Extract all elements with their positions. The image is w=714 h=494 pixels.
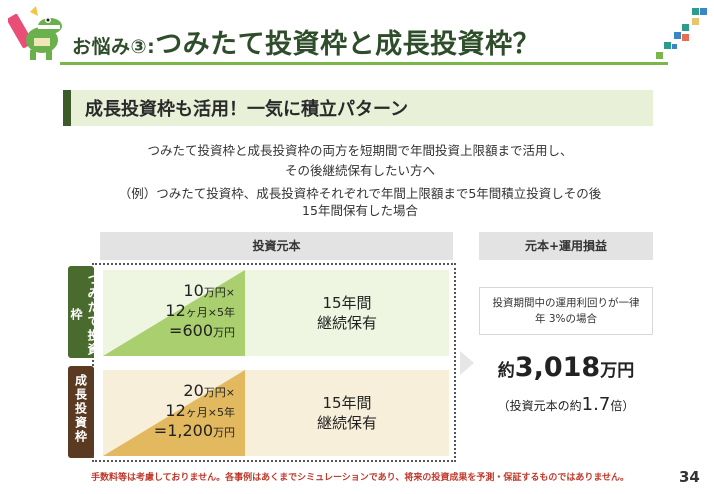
tsumitate-months-unit: ヶ月×5年 [185, 306, 235, 319]
row-label-tsumitate-text: つみたて投資枠 [69, 273, 100, 357]
tsumitate-accumulation-cell: 10万円× 12ヶ月×5年 =600万円 [103, 270, 245, 356]
tsumitate-accumulation-triangle [103, 270, 245, 356]
result-amount: 約3,018万円 [479, 352, 653, 383]
tsumitate-hold-line-1: 15年間 [322, 294, 372, 312]
assumption-line-2: 年 3%の場合 [535, 313, 597, 325]
seicho-months-value: 12 [165, 401, 186, 420]
tsumitate-amount-unit: 万円× [203, 286, 235, 299]
description-line-3: （例）つみたて投資枠、成長投資枠それぞれで年間上限額まで5年間積立投資しその後 [118, 186, 602, 201]
seicho-hold-cell: 15年間 継続保有 [245, 370, 449, 456]
seicho-months-unit: ヶ月×5年 [185, 406, 235, 419]
seicho-hold-line-1: 15年間 [322, 394, 372, 412]
description-line-4: 15年間保有した場合 [302, 203, 418, 218]
row-seicho: 20万円× 12ヶ月×5年 =1,200万円 15年間 継続保有 [103, 370, 449, 456]
tsumitate-calc-total: =600万円 [169, 322, 235, 342]
tsumitate-amount-value: 10 [183, 281, 204, 300]
assumption-line-1: 投資期間中の運用利回りが一律 [492, 297, 640, 309]
principal-dotted-frame [92, 263, 456, 462]
tsumitate-hold-line-2: 継続保有 [316, 314, 377, 332]
seicho-amount-unit: 万円× [203, 386, 235, 399]
assumption-note: 投資期間中の運用利回りが一律 年 3%の場合 [479, 287, 653, 335]
principal-column-header: 投資元本 [100, 232, 453, 260]
result-sub-multiple: 1.7 [581, 394, 611, 415]
result-unit: 万円 [600, 361, 635, 381]
row-label-seicho-text: 成長投資枠 [73, 374, 88, 444]
tsumitate-hold-cell: 15年間 継続保有 [245, 270, 449, 356]
seicho-total-value: =1,200 [153, 421, 213, 440]
result-multiple: （投資元本の約1.7倍） [479, 394, 653, 415]
section-banner: 成長投資枠も活用！一気に積立パターン [63, 90, 653, 126]
result-sub-prefix: （投資元本の約 [497, 399, 582, 413]
decorative-squares-icon [656, 8, 707, 59]
row-tsumitate: 10万円× 12ヶ月×5年 =600万円 15年間 継続保有 [103, 270, 449, 356]
row-label-tsumitate: つみたて投資枠 [68, 266, 100, 358]
seicho-calc-amount: 20万円× [183, 382, 235, 402]
seicho-hold-line-2: 継続保有 [316, 414, 377, 432]
title-prefix: お悩み③: [72, 36, 156, 58]
arrow-right-icon [460, 351, 474, 375]
row-label-seicho: 成長投資枠 [68, 366, 94, 458]
tsumitate-months-value: 12 [165, 301, 186, 320]
tsumitate-total-unit: 万円 [213, 326, 235, 339]
tsumitate-total-value: =600 [169, 321, 213, 340]
seicho-accumulation-cell: 20万円× 12ヶ月×5年 =1,200万円 [103, 370, 245, 456]
seicho-calc-total: =1,200万円 [154, 422, 235, 442]
tsumitate-calc-months: 12ヶ月×5年 [165, 302, 235, 322]
seicho-total-unit: 万円 [213, 426, 235, 439]
result-column-header: 元本+運用損益 [479, 232, 653, 260]
seicho-amount-value: 20 [183, 381, 204, 400]
disclaimer-footnote: 手数料等は考慮しておりません。各事例はあくまでシミュレーションであり、将来の投資… [90, 473, 630, 483]
result-sub-suffix: 倍） [610, 399, 635, 413]
crocodile-mascot-icon [8, 6, 62, 60]
result-number: 3,018 [514, 352, 601, 383]
banner-text: 成長投資枠も活用！一気に積立パターン [85, 99, 409, 120]
page-title: お悩み③:つみたて投資枠と成長投資枠？ [72, 22, 540, 61]
seicho-accumulation-triangle [103, 370, 245, 456]
slide-header: お悩み③:つみたて投資枠と成長投資枠？ [0, 0, 714, 72]
result-prefix: 約 [497, 361, 515, 381]
title-underline [60, 62, 668, 65]
title-main: つみたて投資枠と成長投資枠？ [155, 29, 541, 60]
description-line-2: その後継続保有したい方へ [284, 163, 435, 178]
tsumitate-calc-amount: 10万円× [183, 282, 235, 302]
seicho-calc-months: 12ヶ月×5年 [165, 402, 235, 422]
description-line-1: つみたて投資枠と成長投資枠の両方を短期間で年間投資上限額まで活用し、 [147, 143, 573, 158]
page-number: 34 [679, 468, 700, 486]
